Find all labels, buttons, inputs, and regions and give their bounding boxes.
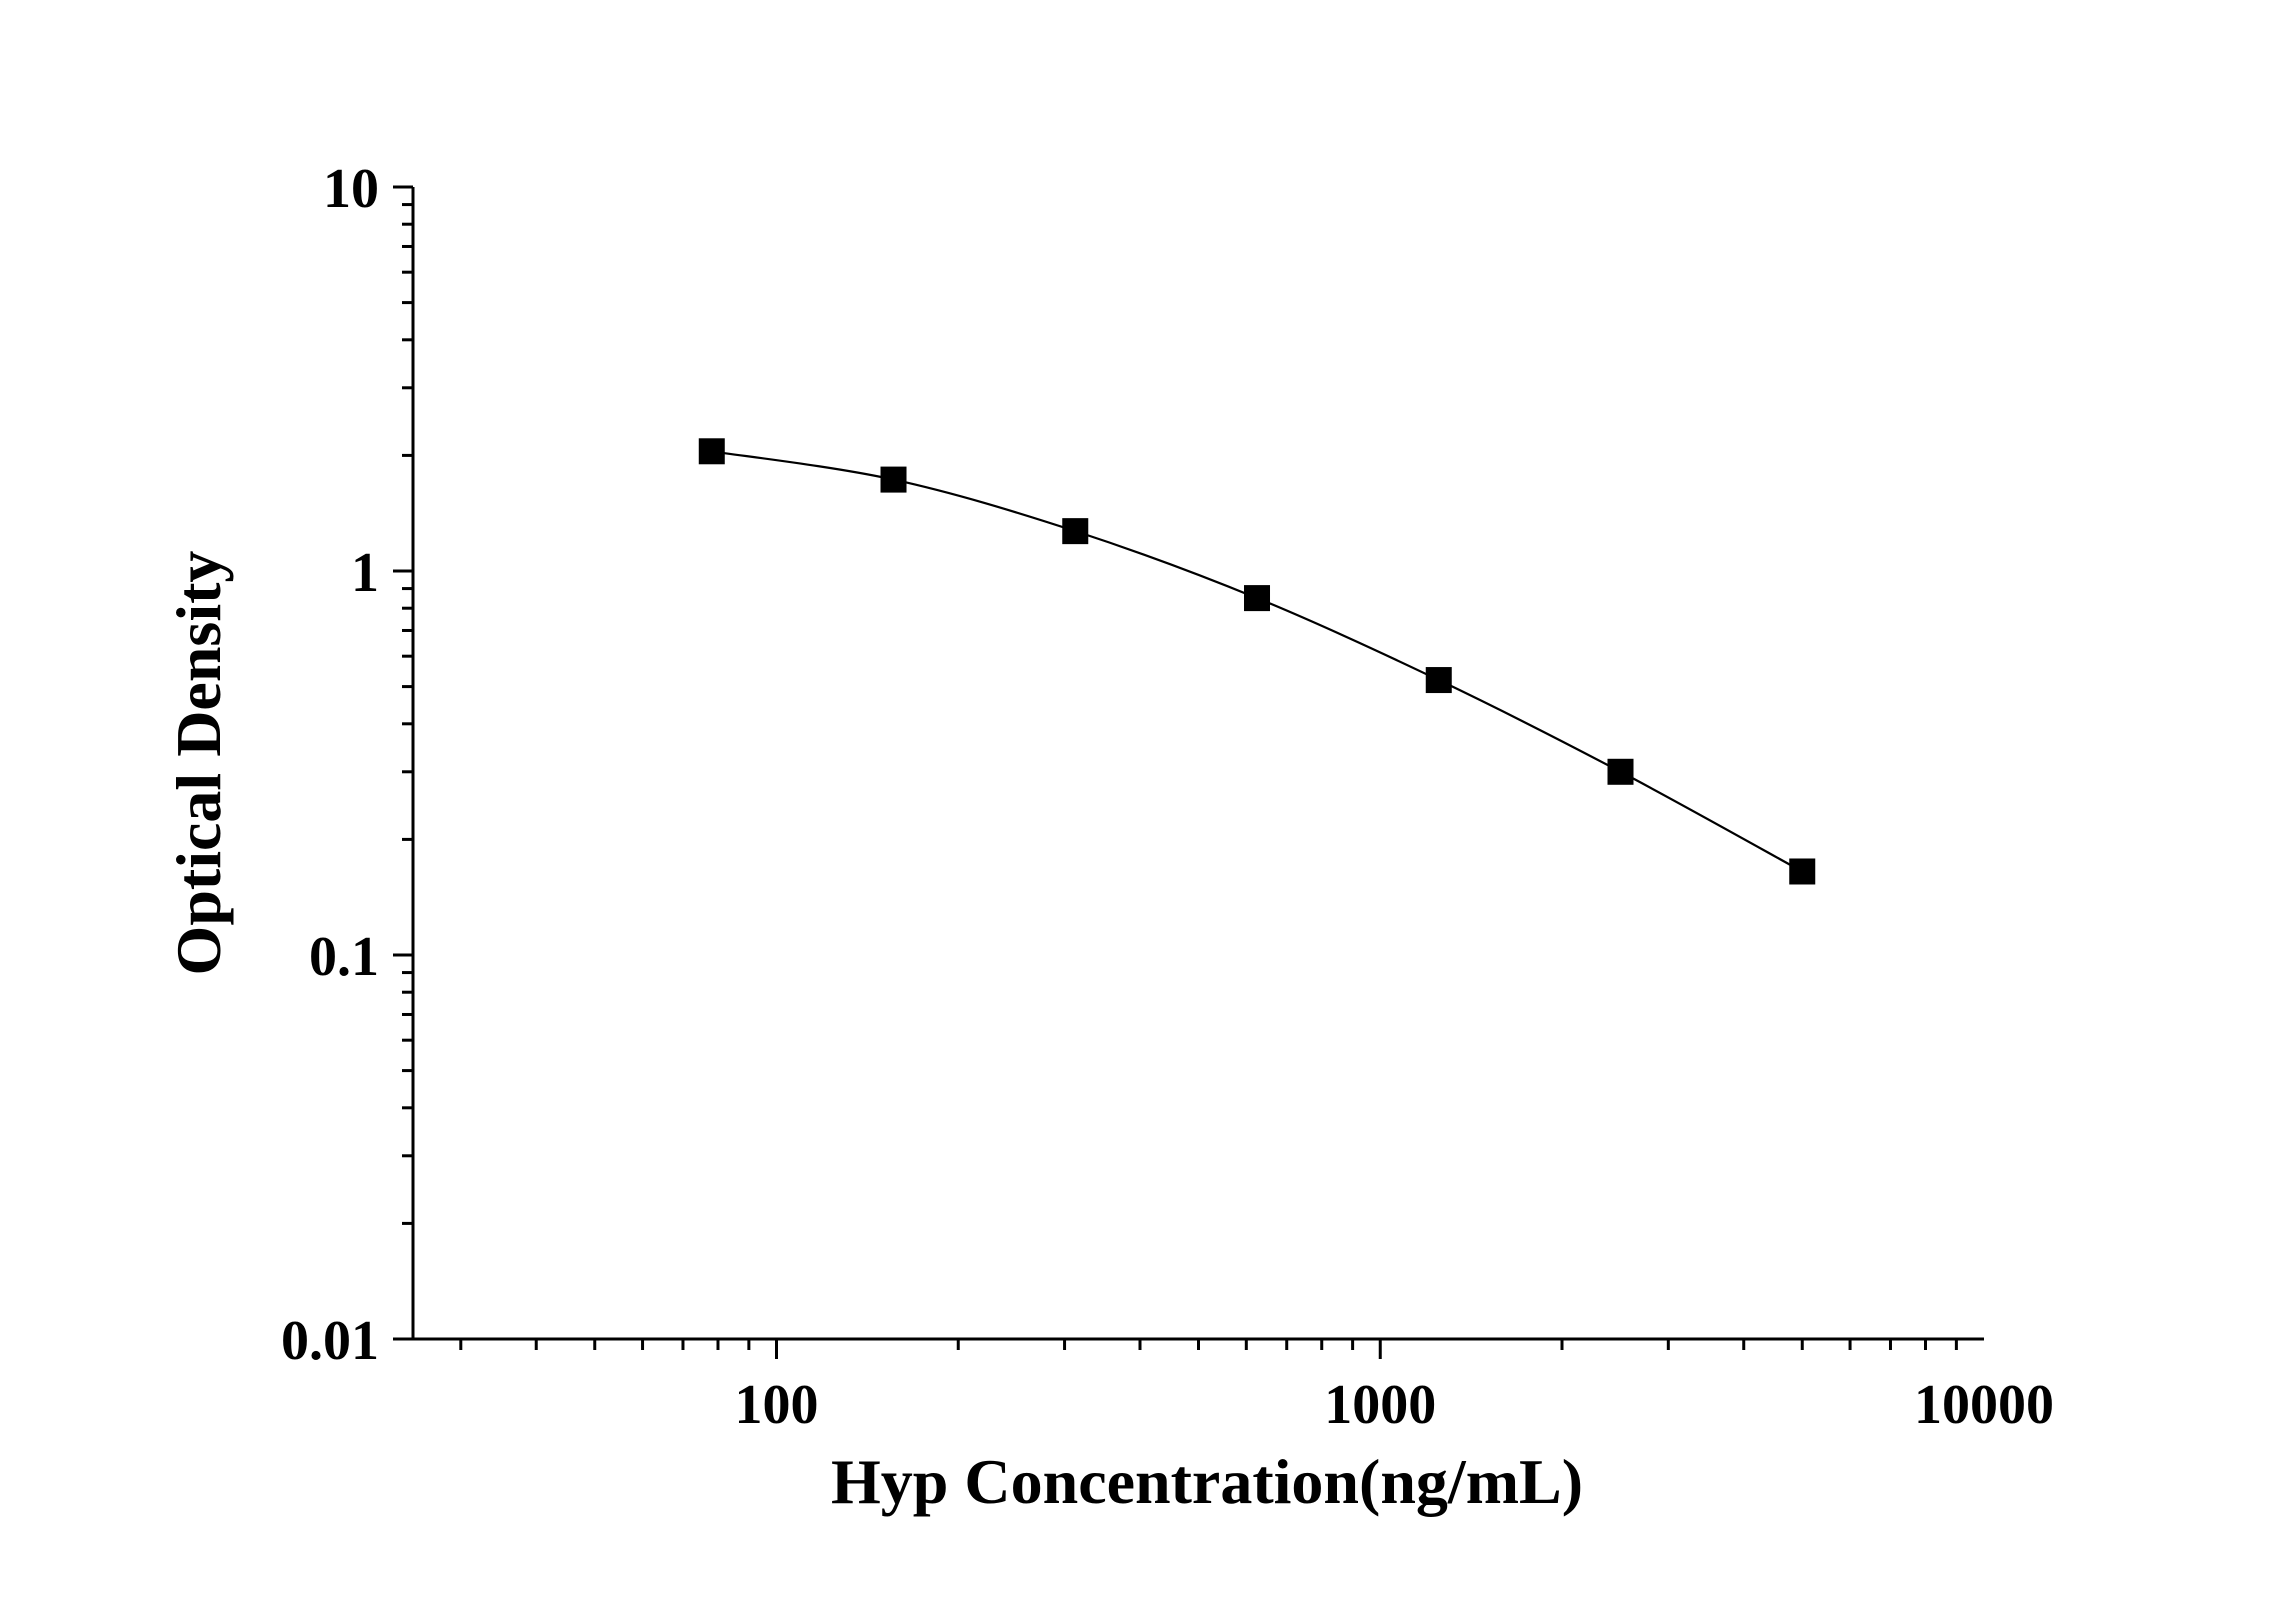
y-tick-label: 10 xyxy=(323,158,379,220)
series-layer xyxy=(698,438,1816,885)
data-point-marker xyxy=(698,438,725,465)
axes: 100 1000 10000 10 1 0.1 0.01 xyxy=(281,158,2054,1436)
series-line xyxy=(711,450,1803,873)
data-point-marker xyxy=(1789,858,1816,885)
x-tick-label: 1000 xyxy=(1324,1374,1436,1436)
y-tick-label: 1 xyxy=(351,542,379,604)
data-point-marker xyxy=(1062,518,1089,545)
y-tick-label: 0.01 xyxy=(281,1310,379,1372)
x-tick-label: 10000 xyxy=(1914,1374,2054,1436)
y-tick-label: 0.1 xyxy=(309,926,379,988)
x-tick-label: 100 xyxy=(734,1374,818,1436)
data-point-marker xyxy=(880,466,907,493)
data-point-marker xyxy=(1607,758,1634,785)
y-axis-title: Optical Density xyxy=(163,551,234,976)
data-point-marker xyxy=(1244,585,1271,612)
x-axis-title: Hyp Concentration(ng/mL) xyxy=(831,1446,1583,1517)
data-point-marker xyxy=(1425,667,1452,694)
